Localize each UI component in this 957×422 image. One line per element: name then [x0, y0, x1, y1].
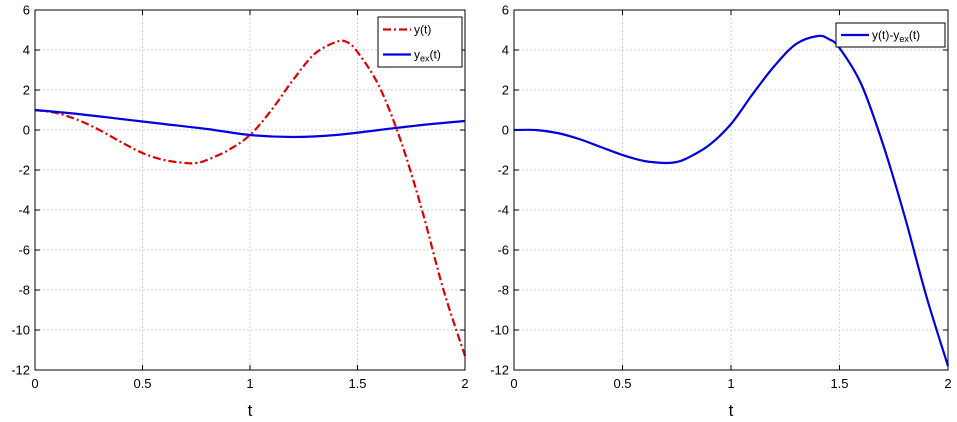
legend-text-sub: ex — [420, 54, 430, 64]
y-tick-label: -8 — [497, 283, 509, 298]
x-tick-label: 1.5 — [348, 376, 366, 391]
y-tick-label: -6 — [497, 243, 509, 258]
legend-text-base: y — [414, 48, 420, 62]
legend: y(t)-yex(t) — [835, 22, 946, 48]
legend-text-base: y(t) — [414, 23, 431, 37]
y-tick-label: -6 — [18, 243, 30, 258]
y-tick-label: 6 — [502, 3, 509, 18]
y-tick-label: -10 — [490, 323, 509, 338]
x-tick-label: 2 — [461, 376, 468, 391]
y-tick-label: -12 — [11, 363, 30, 378]
x-tick-label: 1 — [246, 376, 253, 391]
legend-box — [377, 16, 463, 68]
y-tick-label: 6 — [23, 3, 30, 18]
legend-text-tail: (t) — [909, 28, 920, 42]
series-line-0 — [34, 39, 467, 357]
legend-label-1: yex(t) — [414, 48, 441, 64]
y-tick-label: -12 — [490, 363, 509, 378]
legend-text-base: y(t)-y — [872, 28, 899, 42]
panel-right: 0 0.5 1 1.5 2 6 4 2 0 -2 -4 -6 -8 -10 -12 t y(t)-yex(t) — [490, 3, 951, 421]
x-tick-label: 0.5 — [613, 376, 631, 391]
x-tick-label: 2 — [944, 376, 951, 391]
x-tick-label: 0 — [510, 376, 517, 391]
y-tick-label: 0 — [502, 123, 509, 138]
series-line-0 — [513, 34, 950, 367]
legend: y(t)yex(t) — [377, 16, 463, 68]
series-line-1 — [34, 108, 466, 139]
y-tick-label: -2 — [497, 163, 509, 178]
y-tick-label: -10 — [11, 323, 30, 338]
x-tick-label: 1.5 — [830, 376, 848, 391]
y-tick-label: -2 — [18, 163, 30, 178]
x-tick-label: 1 — [727, 376, 734, 391]
y-tick-label: -8 — [18, 283, 30, 298]
x-tick-label: 0.5 — [133, 376, 151, 391]
x-tick-label: 0 — [31, 376, 38, 391]
y-tick-label: 2 — [502, 83, 509, 98]
y-tick-label: 4 — [23, 43, 30, 58]
legend-label-0: y(t)-yex(t) — [872, 28, 920, 44]
y-tick-label: 0 — [23, 123, 30, 138]
y-tick-label: -4 — [497, 203, 509, 218]
legend-text-sub: ex — [899, 34, 909, 44]
y-tick-label: -4 — [18, 203, 30, 218]
plot-frame — [513, 9, 949, 371]
y-tick-label: 4 — [502, 43, 509, 58]
x-axis-label: t — [729, 401, 734, 420]
y-tick-label: 2 — [23, 83, 30, 98]
legend-text-tail: (t) — [430, 48, 441, 62]
legend-label-0: y(t) — [414, 23, 431, 37]
x-axis-label: t — [248, 401, 253, 420]
plot-frame — [34, 9, 466, 371]
